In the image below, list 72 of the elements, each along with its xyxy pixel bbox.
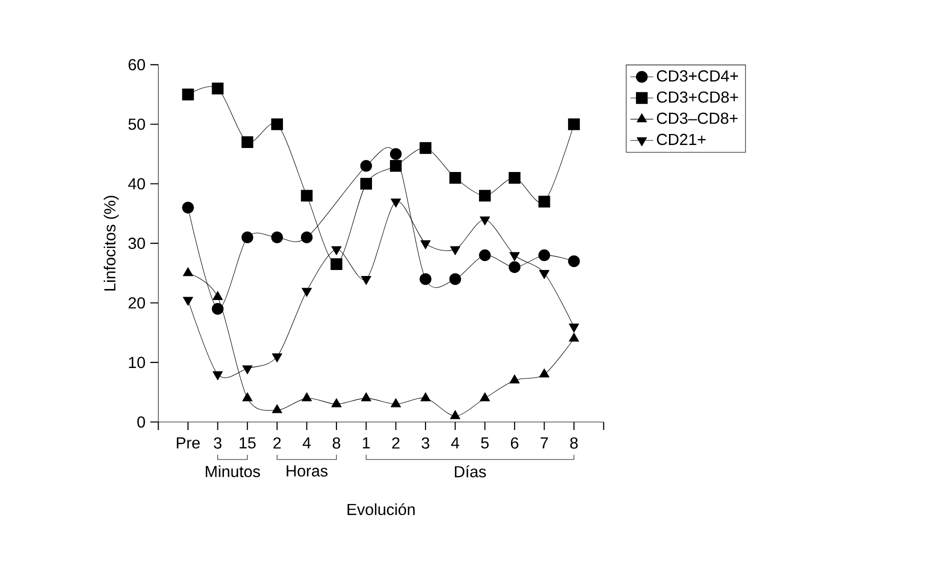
point xyxy=(242,232,254,244)
point xyxy=(242,136,254,148)
point xyxy=(302,392,312,402)
point xyxy=(449,273,462,285)
point xyxy=(330,258,342,270)
point xyxy=(300,232,313,244)
x-tick-label: 4 xyxy=(302,437,311,448)
point xyxy=(360,160,372,172)
point xyxy=(449,172,462,184)
point xyxy=(390,160,402,172)
y-tick-label: 30 xyxy=(128,238,145,249)
point xyxy=(182,267,194,276)
y-axis-title: Linfocitos (%) xyxy=(104,196,119,290)
point xyxy=(420,273,432,285)
point xyxy=(331,398,342,408)
point xyxy=(212,82,224,94)
y-tick-label: 0 xyxy=(137,416,145,428)
legend-label: CD3+CD4+ xyxy=(656,70,738,82)
point xyxy=(450,410,460,420)
x-tick-label: 1 xyxy=(362,437,370,448)
point xyxy=(538,249,550,262)
point xyxy=(182,88,194,100)
x-tick-label: 6 xyxy=(510,437,518,449)
point xyxy=(361,392,372,402)
x-tick-label: Pre xyxy=(176,437,200,449)
y-tick-label: 50 xyxy=(128,118,145,130)
point xyxy=(420,392,431,402)
text: Minutos xyxy=(206,465,260,478)
x-tick-label: 15 xyxy=(240,437,256,449)
point xyxy=(480,216,490,226)
point xyxy=(539,368,550,378)
point xyxy=(479,249,491,262)
point xyxy=(420,142,432,154)
x-tick-label: 2 xyxy=(392,437,400,449)
x-tick-label: 3 xyxy=(214,437,222,449)
point xyxy=(568,118,580,130)
point xyxy=(390,398,401,408)
point xyxy=(271,232,283,244)
point xyxy=(360,178,372,190)
point xyxy=(300,190,313,202)
x-tick-label: 8 xyxy=(332,437,340,449)
point xyxy=(479,190,491,202)
point xyxy=(568,255,580,268)
point xyxy=(568,332,580,342)
legend-label: CD3+CD8+ xyxy=(656,91,738,103)
x-tick-label: 3 xyxy=(422,437,430,449)
x-axis-title: Evolución xyxy=(348,503,415,516)
text: Días xyxy=(454,465,486,478)
point xyxy=(509,374,520,384)
x-tick-label: 5 xyxy=(481,437,489,449)
point xyxy=(271,118,283,130)
point xyxy=(480,392,490,402)
x-tick-label: 4 xyxy=(451,437,460,448)
point xyxy=(508,261,520,274)
legend-label: CD3–CD8+ xyxy=(656,112,738,124)
x-tick-label: 2 xyxy=(273,437,281,449)
x-tick-label: 8 xyxy=(570,437,578,449)
legend-label: CD21+ xyxy=(656,134,706,146)
point xyxy=(212,291,223,300)
y-tick-label: 10 xyxy=(129,356,145,368)
point xyxy=(212,302,224,315)
y-tick-label: 40 xyxy=(128,178,145,190)
point xyxy=(272,404,282,414)
point xyxy=(182,202,194,214)
y-tick-label: 20 xyxy=(128,297,145,309)
point xyxy=(242,392,253,402)
point xyxy=(538,196,550,208)
y-tick-label: 60 xyxy=(128,59,145,70)
point xyxy=(390,148,402,160)
text: Horas xyxy=(286,465,328,477)
x-tick-label: 7 xyxy=(540,437,548,448)
point xyxy=(508,172,520,184)
